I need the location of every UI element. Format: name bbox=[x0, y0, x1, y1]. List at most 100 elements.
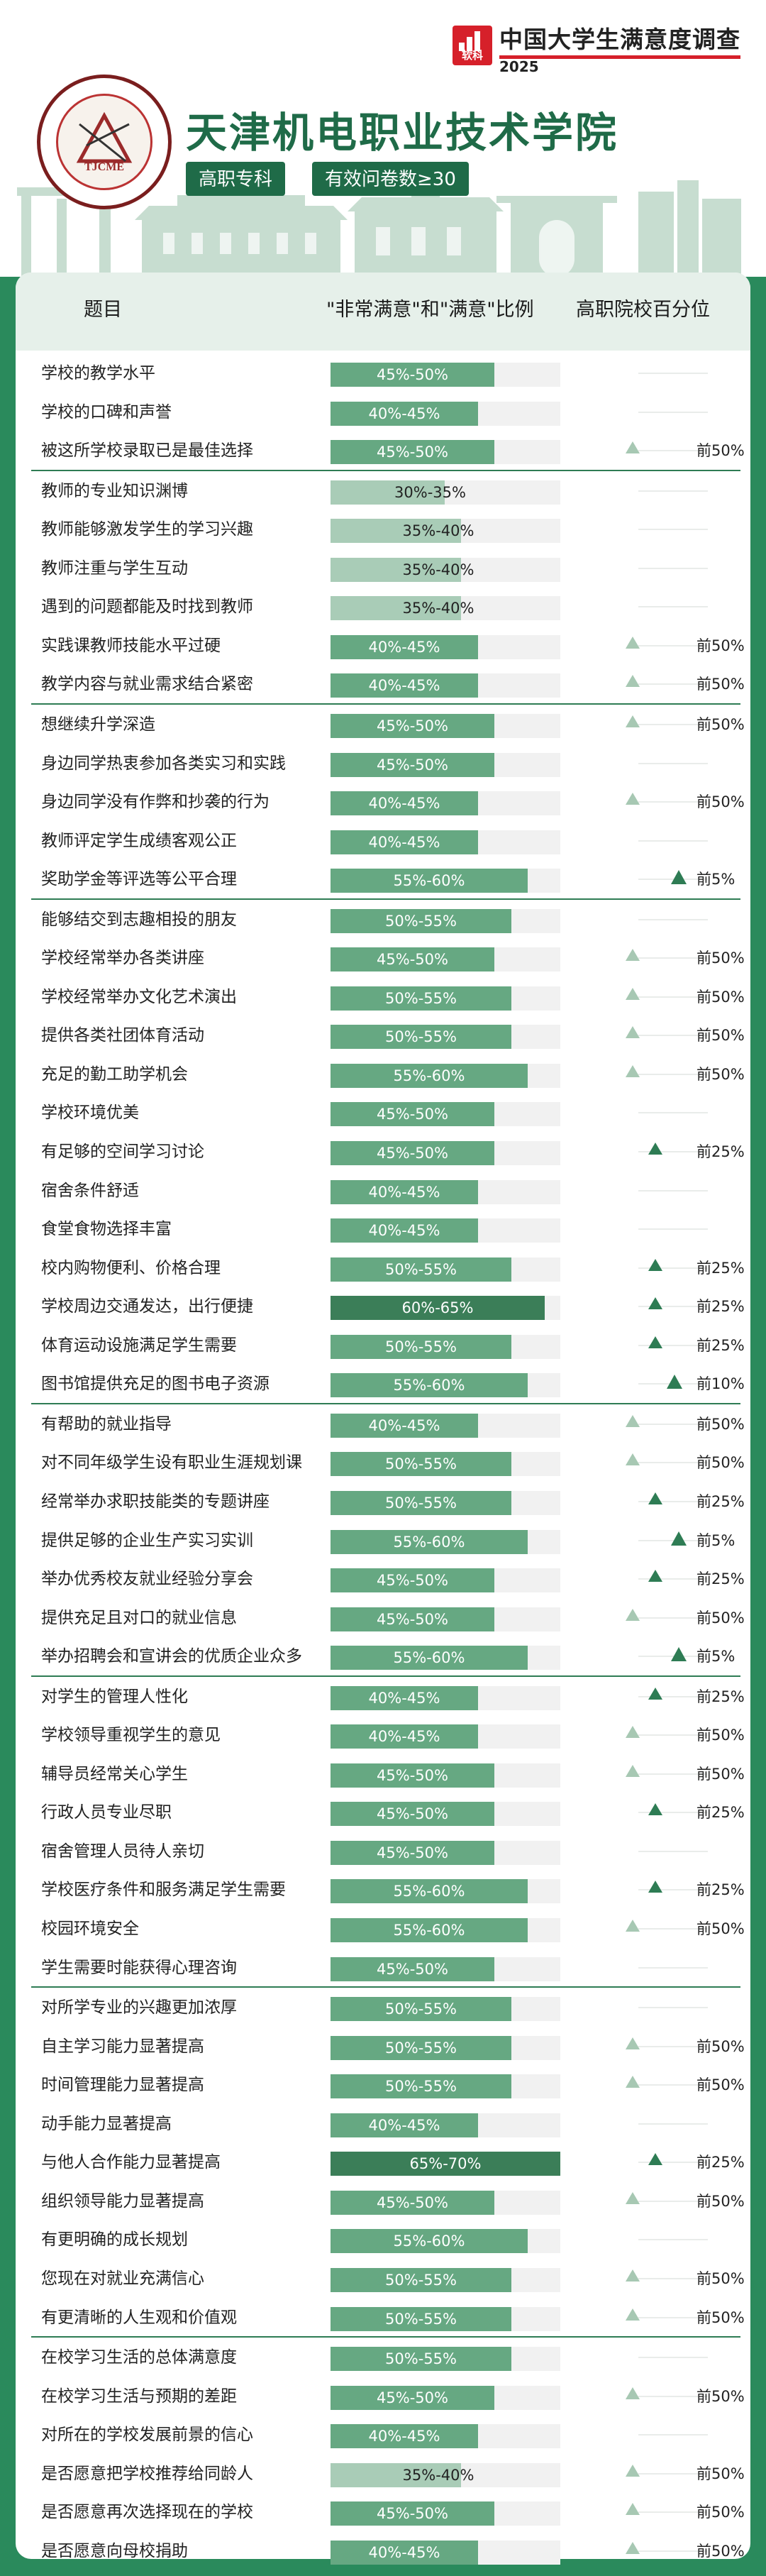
percentile-track bbox=[638, 918, 708, 920]
table-row: 学校经常举办各类讲座 45%-50% 前50% bbox=[16, 939, 750, 977]
ratio-bar-fill bbox=[331, 2347, 511, 2372]
ratio-bar-track: 40%-45% bbox=[331, 673, 560, 698]
percentile-track bbox=[638, 529, 708, 531]
ratio-bar-fill bbox=[331, 1879, 528, 1904]
ratio-bar-track: 50%-55% bbox=[331, 908, 560, 933]
percentile-marker-icon bbox=[671, 1647, 687, 1662]
ratio-bar-fill bbox=[331, 1063, 528, 1088]
ratio-bar-fill bbox=[331, 2306, 511, 2331]
ratio-value: 50%-55% bbox=[385, 1260, 457, 1278]
percentile-track bbox=[638, 2084, 708, 2086]
percentile-label: 前5% bbox=[696, 871, 736, 888]
table-row: 教师评定学生成绩客观公正 40%-45% bbox=[16, 822, 750, 860]
group-separator bbox=[31, 1675, 740, 1677]
table-row: 体育运动设施满足学生需要 50%-55% 前25% bbox=[16, 1326, 750, 1365]
percentile-track bbox=[638, 2395, 708, 2397]
percentile-track bbox=[638, 2277, 708, 2279]
ratio-bar-fill bbox=[331, 791, 478, 816]
percentile-label: 前50% bbox=[696, 2542, 745, 2560]
row-label: 提供充足且对口的就业信息 bbox=[41, 1608, 237, 1627]
ratio-bar-track: 40%-45% bbox=[331, 791, 560, 816]
ratio-bar-fill bbox=[331, 1179, 478, 1204]
table-row: 有帮助的就业指导 40%-45% 前50% bbox=[16, 1405, 750, 1443]
ratio-bar-track: 35%-40% bbox=[331, 557, 560, 582]
ratio-bar-track: 50%-55% bbox=[331, 1452, 560, 1477]
ratio-bar-track: 55%-60% bbox=[331, 869, 560, 893]
ratio-bar-fill bbox=[331, 2267, 511, 2292]
table-row: 有更清晰的人生观和价值观 50%-55% 前50% bbox=[16, 2299, 750, 2337]
row-label: 图书馆提供充足的图书电子资源 bbox=[41, 1375, 270, 1394]
percentile-marker-icon bbox=[671, 1531, 687, 1546]
table-row: 教师能够激发学生的学习兴趣 35%-40% bbox=[16, 510, 750, 549]
percentile-marker-icon bbox=[648, 1492, 662, 1504]
ratio-value: 50%-55% bbox=[385, 2271, 457, 2289]
ratio-bar-track: 55%-60% bbox=[331, 2229, 560, 2254]
ratio-value: 55%-60% bbox=[393, 872, 465, 890]
row-label: 对学生的管理人性化 bbox=[41, 1687, 188, 1706]
percentile-marker-icon bbox=[626, 987, 640, 1000]
ratio-bar-track: 50%-55% bbox=[331, 2267, 560, 2292]
percentile-track bbox=[638, 1695, 708, 1697]
percentile-marker-icon bbox=[626, 793, 640, 805]
ratio-bar-track: 55%-60% bbox=[331, 1373, 560, 1398]
percentile-label: 前50% bbox=[696, 793, 745, 811]
row-label: 自主学习能力显著提高 bbox=[41, 2037, 204, 2056]
ratio-bar-track: 40%-45% bbox=[331, 1218, 560, 1243]
percentile-marker-icon bbox=[626, 636, 640, 649]
ratio-bar-fill bbox=[331, 1956, 494, 1981]
ratio-bar-track: 50%-55% bbox=[331, 1257, 560, 1282]
percentile-track bbox=[638, 1344, 708, 1346]
ratio-bar-fill bbox=[331, 713, 494, 738]
header-percentile: 高职院校百分位 bbox=[576, 299, 710, 321]
ratio-value: 45%-50% bbox=[377, 444, 448, 461]
table-row: 时间管理能力显著提高 50%-55% 前50% bbox=[16, 2066, 750, 2104]
ratio-value: 40%-45% bbox=[368, 1416, 440, 1434]
percentile-track bbox=[638, 996, 708, 998]
percentile-label: 前50% bbox=[696, 1454, 745, 1472]
group-separator bbox=[31, 1986, 740, 1988]
ratio-value: 45%-50% bbox=[377, 1960, 448, 1978]
percentile-label: 前50% bbox=[696, 1765, 745, 1783]
ratio-bar-track: 40%-45% bbox=[331, 2540, 560, 2565]
row-label: 学校经常举办各类讲座 bbox=[41, 949, 204, 968]
ratio-value: 40%-45% bbox=[368, 1728, 440, 1746]
percentile-label: 前25% bbox=[696, 1259, 745, 1277]
ratio-bar-track: 65%-70% bbox=[331, 2152, 560, 2176]
percentile-marker-icon bbox=[626, 2308, 640, 2321]
ratio-value: 35%-40% bbox=[402, 2466, 474, 2484]
ratio-bar-track: 55%-60% bbox=[331, 1529, 560, 1554]
row-label: 有帮助的就业指导 bbox=[41, 1414, 172, 1433]
group-separator bbox=[31, 1402, 740, 1404]
percentile-marker-icon bbox=[626, 1026, 640, 1039]
percentile-track bbox=[638, 2316, 708, 2318]
percentile-track bbox=[638, 1073, 708, 1075]
ratio-value: 45%-50% bbox=[377, 366, 448, 383]
percentile-label: 前50% bbox=[696, 2465, 745, 2482]
ratio-value: 55%-60% bbox=[393, 1533, 465, 1551]
table-row: 是否愿意向母校捐助 40%-45% 前50% bbox=[16, 2532, 750, 2570]
row-label: 辅导员经常关心学生 bbox=[41, 1764, 188, 1783]
table-row: 是否愿意再次选择现在的学校 45%-50% 前50% bbox=[16, 2493, 750, 2531]
ratio-bar-fill bbox=[331, 596, 461, 621]
ratio-bar-track: 50%-55% bbox=[331, 2306, 560, 2331]
percentile-track bbox=[638, 644, 708, 646]
table-row: 教师注重与学生互动 35%-40% bbox=[16, 549, 750, 588]
ratio-value: 65%-70% bbox=[409, 2155, 482, 2173]
percentile-track bbox=[638, 2550, 708, 2552]
ratio-bar-track: 40%-45% bbox=[331, 2113, 560, 2137]
percentile-marker-icon bbox=[626, 1414, 640, 1427]
ratio-bar-track: 45%-50% bbox=[331, 1840, 560, 1865]
ratio-bar-track: 30%-35% bbox=[331, 480, 560, 505]
row-label: 组织领导能力显著提高 bbox=[41, 2191, 204, 2211]
percentile-track bbox=[638, 1189, 708, 1191]
table-row: 与他人合作能力显著提高 65%-70% 前25% bbox=[16, 2143, 750, 2181]
row-label: 在校学习生活与预期的差距 bbox=[41, 2387, 237, 2406]
ratio-bar-track: 40%-45% bbox=[331, 2424, 560, 2449]
row-label: 有更明确的成长规划 bbox=[41, 2230, 188, 2250]
ratio-bar-fill bbox=[331, 752, 494, 777]
ratio-bar-fill bbox=[331, 947, 494, 972]
ratio-bar-fill bbox=[331, 908, 511, 933]
ratio-bar-track: 50%-55% bbox=[331, 1490, 560, 1515]
percentile-marker-icon bbox=[626, 2269, 640, 2281]
ratio-bar-fill bbox=[331, 986, 511, 1011]
